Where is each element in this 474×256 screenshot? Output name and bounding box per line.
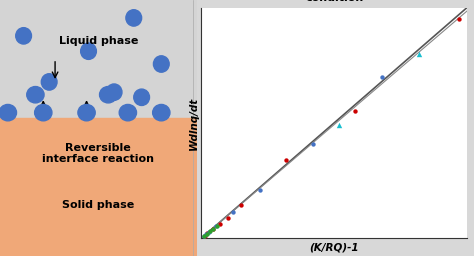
Text: Solid phase: Solid phase [62,200,135,210]
Ellipse shape [81,43,96,59]
Point [203,231,211,236]
Point [455,17,463,21]
Point [216,222,224,226]
Text: Liquid phase: Liquid phase [59,36,138,46]
X-axis label: (K/RQ)-1: (K/RQ)-1 [310,242,359,252]
Ellipse shape [100,87,117,103]
Point [352,109,359,113]
Bar [0,0,197,118]
Point [203,232,210,236]
Ellipse shape [153,104,170,121]
Ellipse shape [134,89,149,105]
Ellipse shape [119,104,137,121]
Point [309,142,317,146]
Y-axis label: Wdlnq/dt: Wdlnq/dt [189,96,199,150]
Point [224,216,232,220]
Point [336,123,343,127]
Point [209,227,217,231]
Point [415,52,423,56]
Point [213,223,220,228]
Point [378,75,386,79]
Ellipse shape [35,104,52,121]
Bar [0,118,197,256]
Point [200,234,207,239]
Point [229,209,237,214]
Title: Adsorption Rate constant is
independent of operating
condition: Adsorption Rate constant is independent … [247,0,421,3]
Point [202,232,210,237]
Point [206,230,213,234]
Text: Reversible
interface reaction: Reversible interface reaction [42,143,155,164]
Ellipse shape [154,56,169,72]
Point [206,229,214,233]
Point [212,224,220,228]
Ellipse shape [126,10,142,26]
Point [237,203,245,207]
Point [283,158,290,162]
Point [256,188,264,192]
Ellipse shape [0,104,17,121]
Ellipse shape [27,87,44,103]
Ellipse shape [106,84,122,100]
Ellipse shape [41,74,57,90]
Ellipse shape [78,104,95,121]
Point [210,227,217,231]
Point [201,234,209,238]
Point [201,234,208,238]
Ellipse shape [16,28,31,44]
